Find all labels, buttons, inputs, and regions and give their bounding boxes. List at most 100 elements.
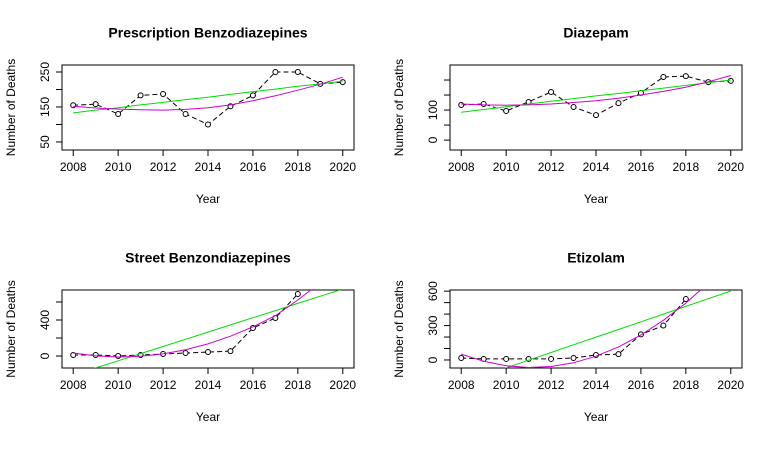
- x-axis-label: Year: [584, 410, 608, 424]
- x-tick-label: 2020: [329, 160, 356, 174]
- x-tick-label: 2012: [538, 160, 565, 174]
- x-tick-label: 2020: [717, 378, 744, 392]
- x-tick-label: 2010: [105, 378, 132, 392]
- data-point: [660, 322, 667, 329]
- data-point: [205, 349, 211, 356]
- series-line: [461, 290, 702, 368]
- plot-area: [70, 290, 342, 368]
- panel-title: Prescription Benzodiazepines: [108, 25, 307, 41]
- series-line: [73, 80, 343, 114]
- data-point: [182, 110, 189, 117]
- data-point: [249, 92, 256, 99]
- data-point: [593, 112, 599, 119]
- data-point: [503, 355, 510, 362]
- data-point: [205, 121, 211, 128]
- panel-title: Street Benzondiazepines: [125, 250, 291, 266]
- data-point: [70, 102, 77, 109]
- y-axis-label: Number of Deaths: [4, 59, 18, 156]
- series-line: [73, 76, 343, 111]
- x-tick-label: 2014: [195, 160, 222, 174]
- series-line: [504, 290, 731, 368]
- y-axis-label: Number of Deaths: [392, 59, 406, 156]
- x-tick-label: 2018: [284, 378, 311, 392]
- x-tick-label: 2018: [284, 160, 311, 174]
- x-tick-label: 2008: [60, 160, 87, 174]
- data-point: [137, 92, 144, 99]
- plot-area: [458, 290, 731, 368]
- data-point: [660, 74, 667, 81]
- x-tick-label: 2018: [672, 160, 699, 174]
- x-tick-label: 2008: [448, 378, 475, 392]
- data-point: [548, 89, 555, 96]
- x-axis-label: Year: [196, 192, 220, 206]
- series-line: [461, 298, 687, 360]
- data-point: [294, 68, 301, 75]
- x-tick-label: 2020: [329, 378, 356, 392]
- x-tick-label: 2010: [493, 378, 520, 392]
- series-line: [461, 75, 731, 106]
- panel-title: Etizolam: [567, 250, 625, 266]
- x-tick-label: 2016: [240, 160, 267, 174]
- y-tick-label: 100: [426, 100, 440, 120]
- x-tick-label: 2018: [672, 378, 699, 392]
- data-point: [92, 101, 99, 108]
- plot-area: [458, 73, 734, 119]
- x-tick-label: 2016: [240, 378, 267, 392]
- series-line: [461, 79, 731, 113]
- x-tick-label: 2012: [150, 378, 177, 392]
- series-line: [73, 293, 299, 357]
- series-line: [73, 71, 343, 126]
- data-point: [570, 355, 577, 362]
- x-axis-label: Year: [584, 192, 608, 206]
- y-axis-label: Number of Deaths: [392, 280, 406, 377]
- x-axis-label: Year: [196, 410, 220, 424]
- data-point: [548, 355, 555, 362]
- x-tick-label: 2012: [150, 160, 177, 174]
- x-tick-label: 2020: [717, 160, 744, 174]
- y-tick-label: 0: [38, 352, 52, 359]
- data-point: [160, 91, 167, 98]
- x-tick-label: 2016: [628, 160, 655, 174]
- data-point: [727, 77, 734, 84]
- y-tick-label: 250: [38, 62, 52, 82]
- data-point: [92, 352, 99, 359]
- data-point: [182, 350, 189, 357]
- series-line: [93, 290, 342, 368]
- data-point: [503, 107, 510, 114]
- data-point: [70, 352, 77, 359]
- x-tick-label: 2008: [60, 378, 87, 392]
- x-tick-label: 2016: [628, 378, 655, 392]
- y-tick-label: 0: [426, 356, 440, 363]
- x-tick-label: 2014: [583, 378, 610, 392]
- y-axis-label: Number of Deaths: [4, 280, 18, 377]
- x-tick-label: 2010: [105, 160, 132, 174]
- data-point: [227, 348, 234, 355]
- x-tick-label: 2014: [195, 378, 222, 392]
- panel-title: Diazepam: [563, 25, 628, 41]
- data-point: [458, 355, 465, 362]
- y-tick-label: 50: [38, 135, 52, 149]
- y-tick-label: 150: [38, 97, 52, 117]
- data-point: [294, 290, 301, 297]
- data-point: [115, 353, 122, 360]
- data-point: [682, 296, 689, 303]
- series-line: [73, 290, 312, 358]
- y-tick-label: 300: [426, 315, 440, 335]
- x-tick-label: 2010: [493, 160, 520, 174]
- data-point: [570, 104, 577, 111]
- y-tick-label: 600: [426, 281, 440, 301]
- data-point: [480, 101, 487, 108]
- y-tick-label: 400: [38, 310, 52, 330]
- data-point: [615, 351, 622, 358]
- data-point: [615, 100, 622, 107]
- data-point: [682, 73, 689, 80]
- data-point: [115, 110, 122, 117]
- y-tick-label: 0: [426, 136, 440, 143]
- data-point: [272, 68, 279, 75]
- x-tick-label: 2014: [583, 160, 610, 174]
- data-point: [339, 79, 346, 86]
- x-tick-label: 2012: [538, 378, 565, 392]
- plot-area: [70, 68, 346, 128]
- x-tick-label: 2008: [448, 160, 475, 174]
